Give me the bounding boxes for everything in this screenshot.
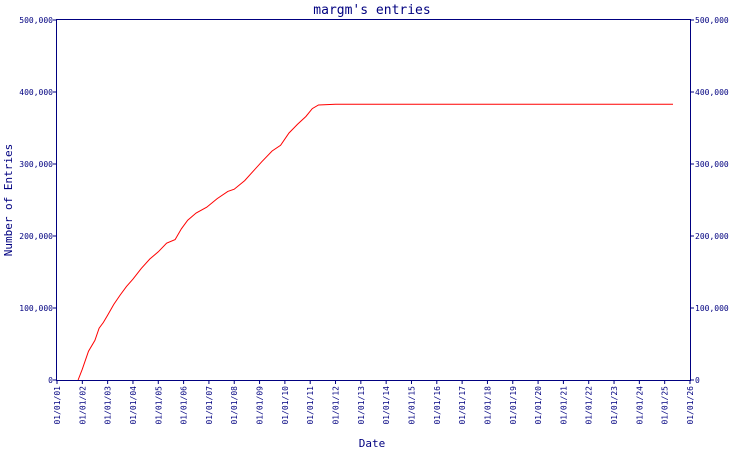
x-tick-label: 01/01/12 (332, 386, 341, 425)
x-tick-label: 01/01/03 (104, 386, 113, 425)
y-tick-label-right: 100,000 (695, 304, 729, 313)
x-tick-label: 01/01/23 (610, 386, 619, 425)
x-tick-label: 01/01/25 (661, 386, 670, 425)
y-tick-label-left: 200,000 (19, 232, 53, 241)
y-tick-label-right: 500,000 (695, 16, 729, 25)
y-tick-label-left: 100,000 (19, 304, 53, 313)
x-tick-label: 01/01/15 (407, 386, 416, 425)
y-tick-label-right: 0 (695, 376, 700, 385)
x-tick-label: 01/01/02 (78, 386, 87, 425)
x-tick-label: 01/01/24 (635, 386, 644, 425)
x-tick-label: 01/01/10 (281, 386, 290, 425)
x-tick-label: 01/01/01 (53, 386, 62, 425)
x-tick-label: 01/01/22 (585, 386, 594, 425)
x-tick-label: 01/01/07 (205, 386, 214, 425)
y-axis: 0 0 100,000 100,000 200,000 200,000 300,000 300… (19, 16, 729, 385)
y-tick-label-right: 400,000 (695, 88, 729, 97)
x-axis-label: Date (359, 437, 386, 450)
x-tick-label: 01/01/20 (534, 386, 543, 425)
x-tick-label: 01/01/16 (433, 386, 442, 425)
x-tick-label: 01/01/26 (686, 386, 695, 425)
x-tick-label: 01/01/21 (559, 386, 568, 425)
x-tick-label: 01/01/18 (483, 386, 492, 425)
x-tick-label: 01/01/04 (129, 386, 138, 425)
y-tick-label-left: 300,000 (19, 160, 53, 169)
y-tick-label-left: 0 (48, 376, 53, 385)
x-tick-label: 01/01/17 (458, 386, 467, 425)
entries-series-line (77, 103, 673, 381)
x-tick-label: 01/01/09 (256, 386, 265, 425)
x-tick-label: 01/01/13 (357, 386, 366, 425)
x-tick-label: 01/01/14 (382, 386, 391, 425)
chart-title: margm's entries (313, 3, 430, 18)
y-axis-label: Number of Entries (2, 144, 15, 257)
y-tick-label-left: 500,000 (19, 16, 53, 25)
x-tick-label: 01/01/06 (180, 386, 189, 425)
x-tick-label: 01/01/05 (154, 386, 163, 425)
y-tick-label-right: 300,000 (695, 160, 729, 169)
plot-area (56, 19, 691, 381)
x-axis: 01/01/01 01/01/02 01/01/03 01/01/04 01/01/05… (53, 380, 695, 425)
y-tick-label-right: 200,000 (695, 232, 729, 241)
x-tick-label: 01/01/19 (509, 386, 518, 425)
x-tick-label: 01/01/11 (306, 386, 315, 425)
x-tick-label: 01/01/08 (230, 386, 239, 425)
y-tick-label-left: 400,000 (19, 88, 53, 97)
